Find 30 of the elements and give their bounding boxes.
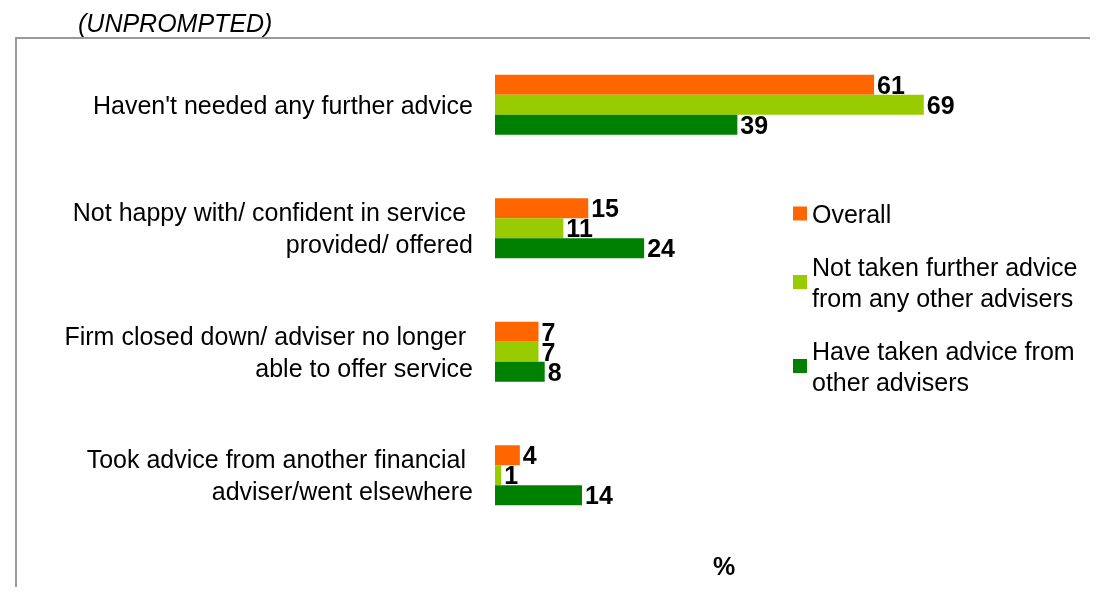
data-label: 69 bbox=[926, 90, 955, 119]
y-tick-label: Firm closed down/ adviser no longer able to offer service bbox=[64, 321, 473, 382]
legend-label: Overall bbox=[812, 199, 892, 228]
data-label: 14 bbox=[585, 481, 613, 510]
data-label: 24 bbox=[647, 234, 676, 263]
bar bbox=[495, 114, 738, 135]
legend-label: Have taken advice from other advisers bbox=[812, 336, 1082, 396]
y-tick-label: Took advice from another financial adviser/went elsewhere bbox=[86, 445, 473, 506]
y-tick-label: Not happy with/ confident in service provided/ offered bbox=[72, 198, 473, 259]
data-label: 11 bbox=[566, 214, 593, 243]
bar bbox=[495, 341, 539, 362]
y-tick-label: Haven't needed any further advice bbox=[92, 90, 473, 119]
data-label: 15 bbox=[591, 194, 620, 223]
bar bbox=[495, 94, 924, 115]
data-label: 61 bbox=[877, 70, 905, 99]
x-axis-title: % bbox=[713, 551, 736, 580]
data-label: 39 bbox=[740, 110, 769, 139]
text: (UNPROMPTED) bbox=[78, 8, 273, 37]
bar bbox=[495, 74, 875, 95]
bar bbox=[495, 465, 502, 486]
bar bbox=[495, 321, 539, 342]
bar bbox=[495, 361, 545, 382]
data-label: 4 bbox=[522, 441, 537, 470]
bar bbox=[495, 198, 589, 219]
bar bbox=[495, 218, 564, 239]
bar bbox=[495, 445, 520, 466]
bar bbox=[495, 238, 645, 259]
data-label: 1 bbox=[504, 461, 519, 490]
legend-label: Not taken further advice from any other advisers bbox=[812, 252, 1085, 312]
bar bbox=[495, 485, 582, 506]
